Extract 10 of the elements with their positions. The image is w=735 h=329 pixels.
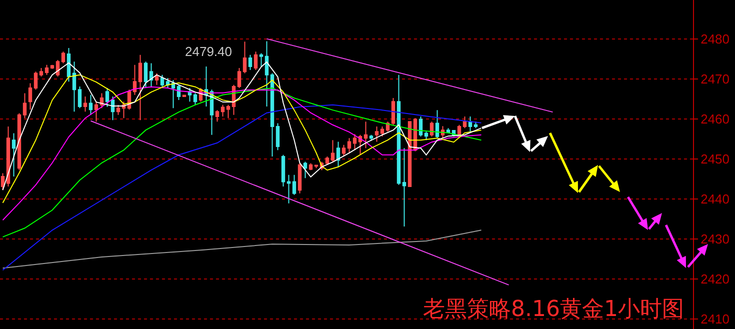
- text: 老黑策略8.16黄金1小时图: [423, 297, 684, 322]
- y-tick-label: 2450: [700, 151, 730, 166]
- y-tick-label: 2430: [700, 232, 730, 246]
- y-tick-label: 2470: [700, 71, 730, 86]
- y-tick-label: 2410: [700, 312, 730, 327]
- y-tick-label: 2420: [700, 272, 730, 287]
- annotation: 2479.40: [185, 44, 232, 59]
- y-tick-label: 2480: [700, 31, 730, 46]
- y-tick-label: 2460: [700, 111, 730, 126]
- y-tick-label: 2440: [700, 191, 730, 206]
